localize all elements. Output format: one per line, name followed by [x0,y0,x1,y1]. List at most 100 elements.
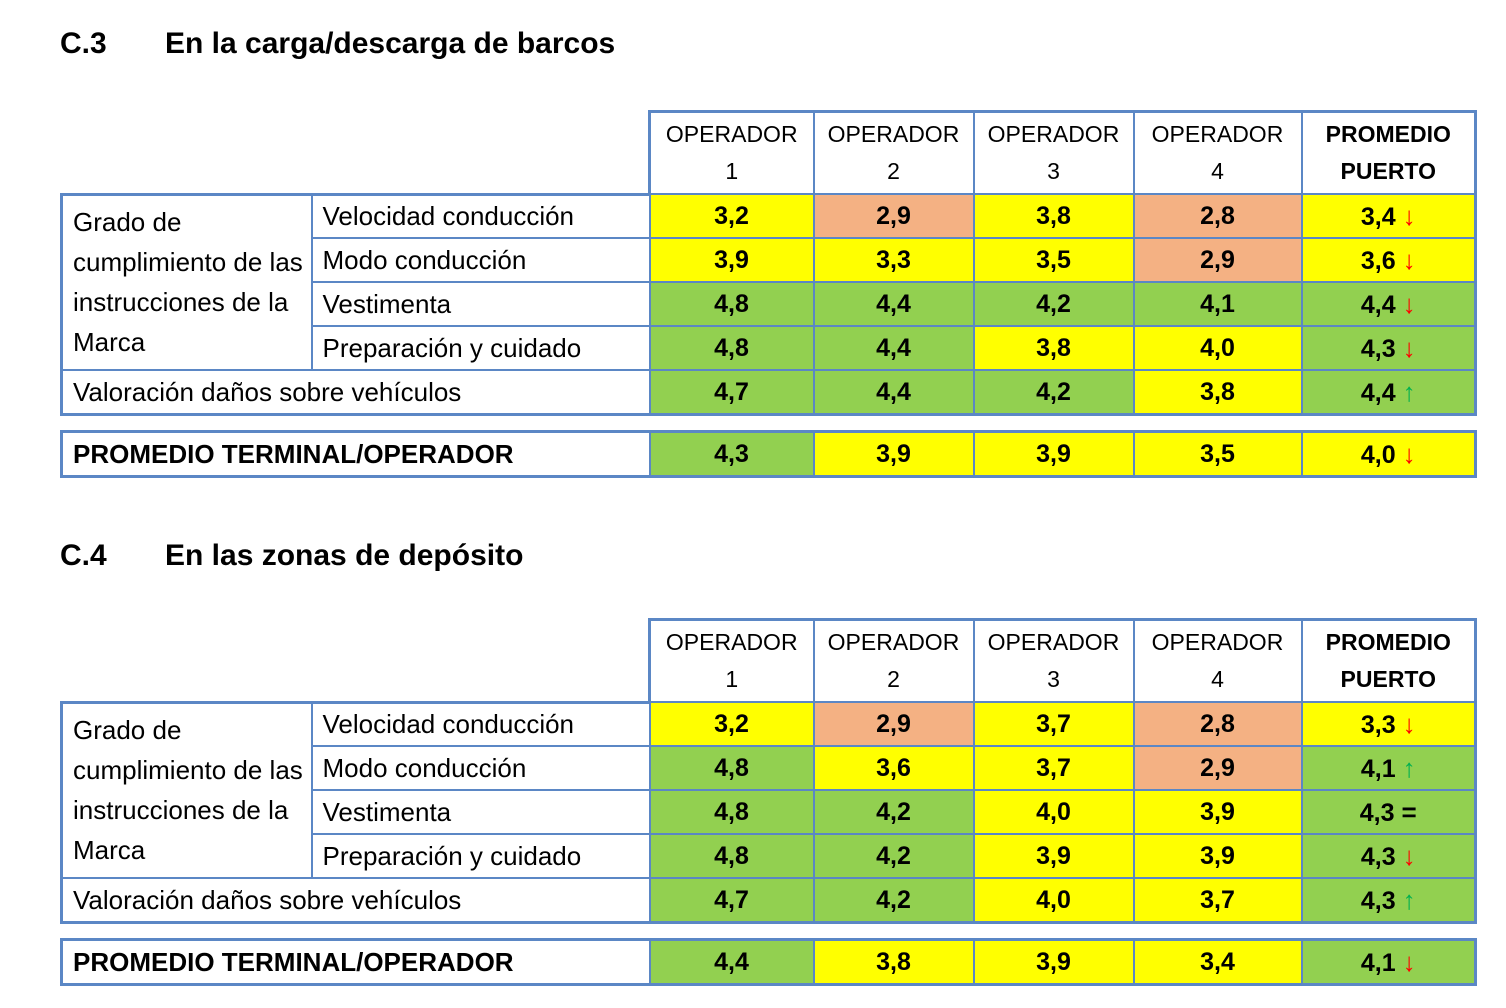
promedio-cell: 4,0 ↓ [1300,430,1477,478]
score-cell: 4,8 [648,789,815,835]
promedio-value: 4,3 [1360,886,1396,915]
promedio-cell: 3,6 ↓ [1300,237,1477,283]
row-label: Velocidad conducción [310,192,651,239]
score-cell: 4,2 [812,789,975,835]
promedio-value: 3,6 [1360,246,1396,275]
score-cell: 2,8 [1132,701,1303,747]
score-cell: 4,2 [812,833,975,879]
scores-table-c4: OPERADOR 1 OPERADOR 2 OPERADOR 3 OPERADO… [60,618,1477,924]
score-cell: 4,2 [972,281,1135,327]
score-cell: 2,9 [1132,237,1303,283]
row-label-valoracion: Valoración daños sobre vehículos [60,877,651,924]
score-cell: 4,4 [648,938,815,986]
score-cell: 3,9 [972,938,1135,986]
score-cell: 4,0 [972,877,1135,924]
header-spacer [312,620,650,703]
row-label: Modo conducción [310,237,651,283]
header-spacer [62,112,312,195]
promedio-value: 4,3 [1360,334,1396,363]
promedio-cell: 4,4 ↓ [1300,281,1477,327]
table-row: Preparación y cuidado 4,8 4,2 3,9 3,9 4,… [62,833,1477,879]
promedio-value: 3,3 [1360,710,1396,739]
score-cell: 4,2 [972,369,1135,416]
trend-arrow-icon: ↓ [1402,840,1416,871]
score-cell: 3,8 [972,325,1135,371]
score-cell: 3,9 [1132,789,1303,835]
promedio-value: 4,4 [1360,378,1396,407]
promedio-cell: 4,3 ↓ [1300,833,1477,879]
section-title-c4: C.4 En las zonas de depósito [60,538,523,574]
score-cell: 3,8 [972,193,1135,239]
promedio-cell: 4,1 ↑ [1300,745,1477,791]
score-cell: 4,0 [972,789,1135,835]
score-cell: 4,8 [648,833,815,879]
promedio-row-label: PROMEDIO TERMINAL/OPERADOR [60,938,651,986]
table-row: Grado de cumplimiento de las instruccion… [60,700,1477,879]
row-label: Vestimenta [310,281,651,327]
score-cell: 3,5 [972,237,1135,283]
trend-arrow-icon: ↓ [1402,200,1416,231]
trend-arrow-icon: ↑ [1402,884,1416,915]
table-row: Vestimenta 4,8 4,2 4,0 3,9 4,3 = [62,789,1477,835]
score-cell: 4,8 [648,325,815,371]
score-cell: 2,9 [812,701,975,747]
column-header-promedio-puerto: PROMEDIO PUERTO [1300,618,1477,703]
scores-table-c3: OPERADOR 1 OPERADOR 2 OPERADOR 3 OPERADO… [60,110,1477,416]
promedio-value: 4,1 [1360,754,1396,783]
group-label: Grado de cumplimiento de las instruccion… [60,192,313,371]
score-cell: 2,8 [1132,193,1303,239]
row-label: Vestimenta [310,789,651,835]
score-cell: 4,4 [812,325,975,371]
table-row: Modo conducción 3,9 3,3 3,5 2,9 3,6 ↓ [62,237,1477,283]
score-cell: 3,5 [1132,430,1303,478]
promedio-row-label: PROMEDIO TERMINAL/OPERADOR [60,430,651,478]
group-label: Grado de cumplimiento de las instruccion… [60,700,313,879]
table-row: Preparación y cuidado 4,8 4,4 3,8 4,0 4,… [62,325,1477,371]
table-row: Vestimenta 4,8 4,4 4,2 4,1 4,4 ↓ [62,281,1477,327]
column-header-operador-3: OPERADOR 3 [972,618,1135,703]
row-label: Preparación y cuidado [310,325,651,371]
score-cell: 3,8 [1132,369,1303,416]
trend-arrow-icon: ↑ [1402,376,1416,407]
score-cell: 4,4 [812,281,975,327]
header-row: OPERADOR 1 OPERADOR 2 OPERADOR 3 OPERADO… [62,110,1477,195]
table-row: Valoración daños sobre vehículos 4,7 4,4… [60,369,1477,416]
score-cell: 4,1 [1132,281,1303,327]
score-cell: 3,2 [648,701,815,747]
trend-equal-icon: = [1401,796,1417,827]
table-row: PROMEDIO TERMINAL/OPERADOR 4,4 3,8 3,9 3… [60,938,1477,986]
table-row: Valoración daños sobre vehículos 4,7 4,2… [60,877,1477,924]
trend-arrow-icon: ↓ [1402,438,1416,469]
score-cell: 3,9 [1132,833,1303,879]
score-cell: 3,4 [1132,938,1303,986]
trend-arrow-icon: ↓ [1402,946,1416,977]
header-spacer [62,620,312,703]
score-cell: 4,7 [648,369,815,416]
promedio-cell: 3,4 ↓ [1300,193,1477,239]
score-cell: 3,8 [812,938,975,986]
column-header-operador-1: OPERADOR 1 [648,618,815,703]
score-cell: 4,8 [648,281,815,327]
column-header-operador-1: OPERADOR 1 [648,110,815,195]
section-number: C.4 [60,539,107,572]
table-row: PROMEDIO TERMINAL/OPERADOR 4,3 3,9 3,9 3… [60,430,1477,478]
trend-arrow-icon: ↑ [1402,752,1416,783]
trend-arrow-icon: ↓ [1402,332,1416,363]
column-header-promedio-puerto: PROMEDIO PUERTO [1300,110,1477,195]
promedio-cell: 3,3 ↓ [1300,701,1477,747]
section-heading: En la carga/descarga de barcos [165,27,616,60]
score-cell: 3,9 [972,430,1135,478]
promedio-strip-c4: PROMEDIO TERMINAL/OPERADOR 4,4 3,8 3,9 3… [60,938,1478,986]
trend-arrow-icon: ↓ [1402,244,1416,275]
row-label-valoracion: Valoración daños sobre vehículos [60,369,651,416]
score-cell: 3,9 [812,430,975,478]
trend-arrow-icon: ↓ [1402,288,1416,319]
row-label: Preparación y cuidado [310,833,651,879]
header-spacer [312,112,650,195]
promedio-strip-c3: PROMEDIO TERMINAL/OPERADOR 4,3 3,9 3,9 3… [60,430,1478,478]
promedio-cell: 4,4 ↑ [1300,369,1477,416]
score-cell: 4,4 [812,369,975,416]
score-cell: 3,7 [972,745,1135,791]
promedio-value: 4,4 [1360,290,1396,319]
